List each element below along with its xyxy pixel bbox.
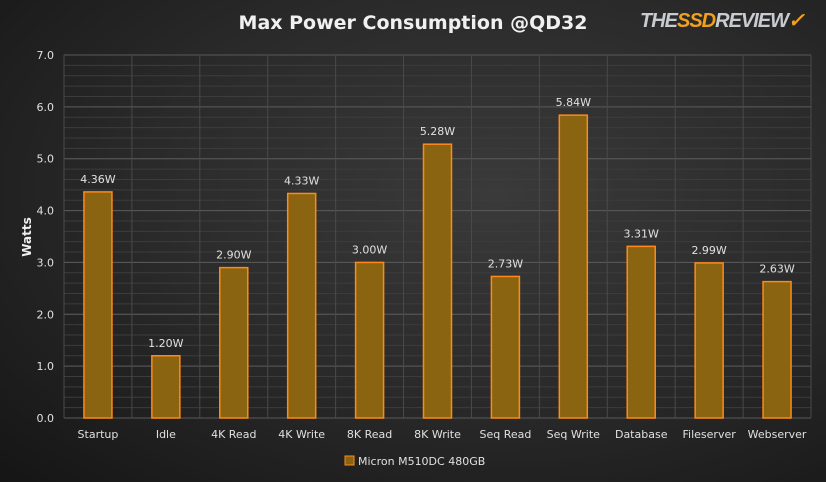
chart-title: Max Power Consumption @QD32 (238, 12, 588, 34)
y-tick-label: 4.0 (37, 205, 55, 218)
x-tick-label: Seq Read (479, 428, 531, 441)
data-label: 2.63W (759, 263, 794, 276)
x-tick-label: Webserver (748, 428, 807, 441)
bar (422, 143, 453, 419)
y-axis-title: Watts (20, 217, 34, 257)
x-tick-label: 8K Read (347, 428, 392, 441)
x-tick-label: Fileserver (683, 428, 737, 441)
data-label: 5.28W (420, 125, 455, 138)
bar (83, 191, 113, 419)
y-tick-label: 1.0 (37, 360, 55, 373)
bar (286, 192, 317, 419)
data-label: 4.33W (284, 174, 319, 187)
data-label: 5.84W (556, 96, 591, 109)
y-tick-label: 6.0 (37, 101, 55, 114)
legend-label: Micron M510DC 480GB (358, 455, 485, 468)
x-tick-label: 8K Write (414, 428, 461, 441)
legend-swatch (344, 455, 355, 466)
y-tick-label: 2.0 (37, 308, 55, 321)
y-tick-label: 5.0 (37, 153, 55, 166)
data-label: 2.99W (691, 244, 726, 257)
data-label: 4.36W (80, 173, 115, 186)
x-tick-label: Idle (156, 428, 176, 441)
x-tick-label: 4K Write (278, 428, 325, 441)
data-label: 2.73W (488, 257, 523, 270)
x-tick-label: 4K Read (211, 428, 256, 441)
bar (219, 266, 249, 419)
x-tick-label: Seq Write (547, 428, 601, 441)
y-tick-label: 3.0 (37, 256, 55, 269)
bar (626, 245, 656, 419)
x-tick-label: Startup (78, 428, 119, 441)
bar (354, 261, 385, 419)
data-label: 3.00W (352, 243, 387, 256)
data-label: 1.20W (148, 337, 183, 350)
logo: THESSDREVIEW✓ (640, 10, 805, 32)
bar (558, 114, 589, 419)
bar (151, 355, 181, 419)
x-tick-label: Database (615, 428, 668, 441)
bar (762, 280, 792, 419)
y-tick-label: 7.0 (37, 49, 55, 62)
y-tick-label: 0.0 (37, 412, 55, 425)
bar (694, 262, 724, 419)
data-label: 2.90W (216, 249, 251, 262)
data-label: 3.31W (624, 227, 659, 240)
bar (490, 275, 521, 419)
